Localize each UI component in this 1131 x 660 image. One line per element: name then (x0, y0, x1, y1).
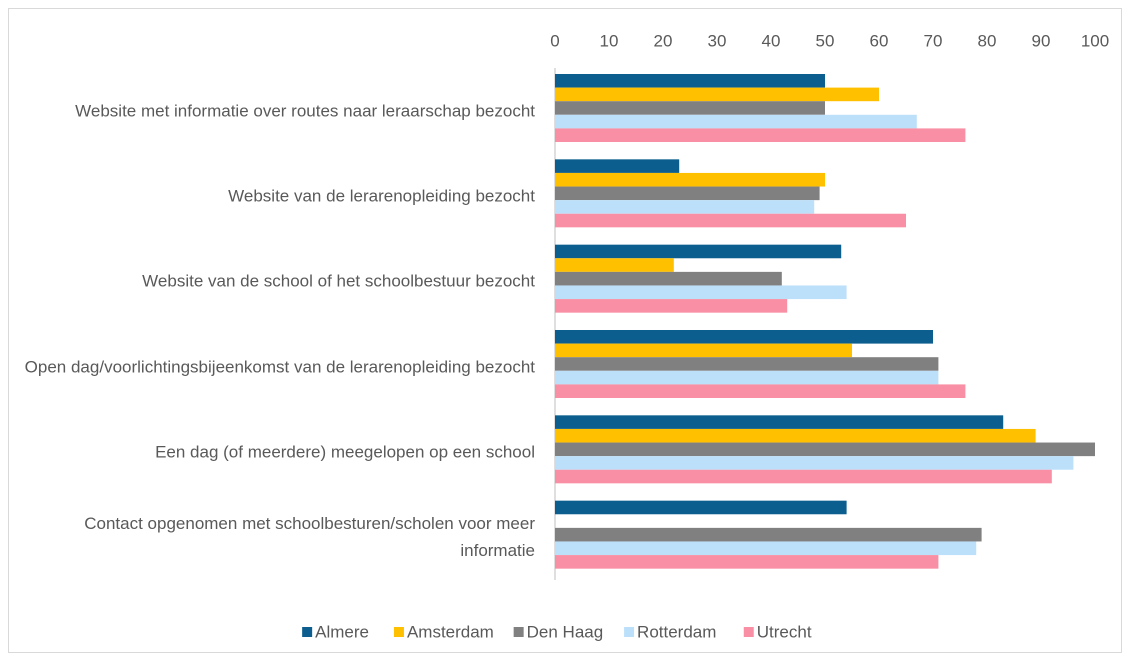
y-tick-label: Een dag (of meerdere) meegelopen op een … (155, 442, 535, 462)
legend-swatch (743, 627, 754, 637)
x-tick-label: 80 (978, 31, 997, 50)
x-tick-label: 30 (708, 31, 727, 50)
bar (555, 555, 939, 569)
bar (555, 200, 815, 214)
legend-label: Rotterdam (637, 622, 716, 641)
legend-label: Den Haag (527, 622, 604, 641)
bar (555, 159, 680, 173)
bar (555, 213, 906, 228)
x-tick-label: 60 (870, 31, 889, 50)
x-tick-label: 100 (1081, 31, 1109, 50)
legend-label: Utrecht (757, 622, 812, 641)
x-tick-label: 50 (816, 31, 835, 50)
bar (555, 128, 966, 142)
bar (555, 74, 825, 88)
chart-frame (8, 8, 1122, 653)
bar (555, 244, 842, 259)
legend-swatch (624, 627, 635, 637)
bar (555, 370, 939, 385)
x-tick-label: 70 (924, 31, 943, 50)
x-tick-label: 40 (762, 31, 781, 50)
bar (555, 258, 674, 272)
bar (555, 114, 917, 129)
bar (555, 343, 852, 358)
bar (555, 442, 1095, 457)
bar (555, 330, 933, 344)
legend-label: Almere (315, 622, 369, 641)
bar (555, 357, 939, 371)
y-tick-label: Contact opgenomen met schoolbesturen/sch… (84, 514, 535, 561)
bar (555, 384, 966, 398)
bar (555, 456, 1074, 470)
x-tick-label: 20 (654, 31, 673, 50)
bar (555, 469, 1052, 484)
bar (555, 500, 847, 515)
legend-swatch (302, 627, 313, 637)
x-tick-label: 10 (600, 31, 619, 50)
bar (555, 415, 1004, 429)
legend-label: Amsterdam (407, 622, 494, 641)
bar (555, 527, 982, 542)
x-tick-label: 0 (550, 31, 559, 50)
bar (555, 172, 825, 187)
legend-swatch (513, 627, 524, 637)
y-tick-label: Website van de lerarenopleiding bezocht (228, 186, 535, 206)
bar (555, 271, 782, 286)
bar (555, 87, 879, 102)
bar (555, 428, 1036, 443)
y-tick-label: Website met informatie over routes naar … (75, 101, 535, 121)
bar (555, 101, 825, 115)
bar (555, 285, 847, 300)
bar (555, 541, 977, 556)
bar (555, 186, 820, 201)
bar (555, 299, 788, 313)
legend-swatch (393, 627, 404, 637)
y-tick-label: Website van de school of het schoolbestu… (142, 271, 535, 291)
x-tick-label: 90 (1032, 31, 1051, 50)
y-tick-label: Open dag/voorlichtingsbijeenkomst van de… (24, 357, 535, 377)
